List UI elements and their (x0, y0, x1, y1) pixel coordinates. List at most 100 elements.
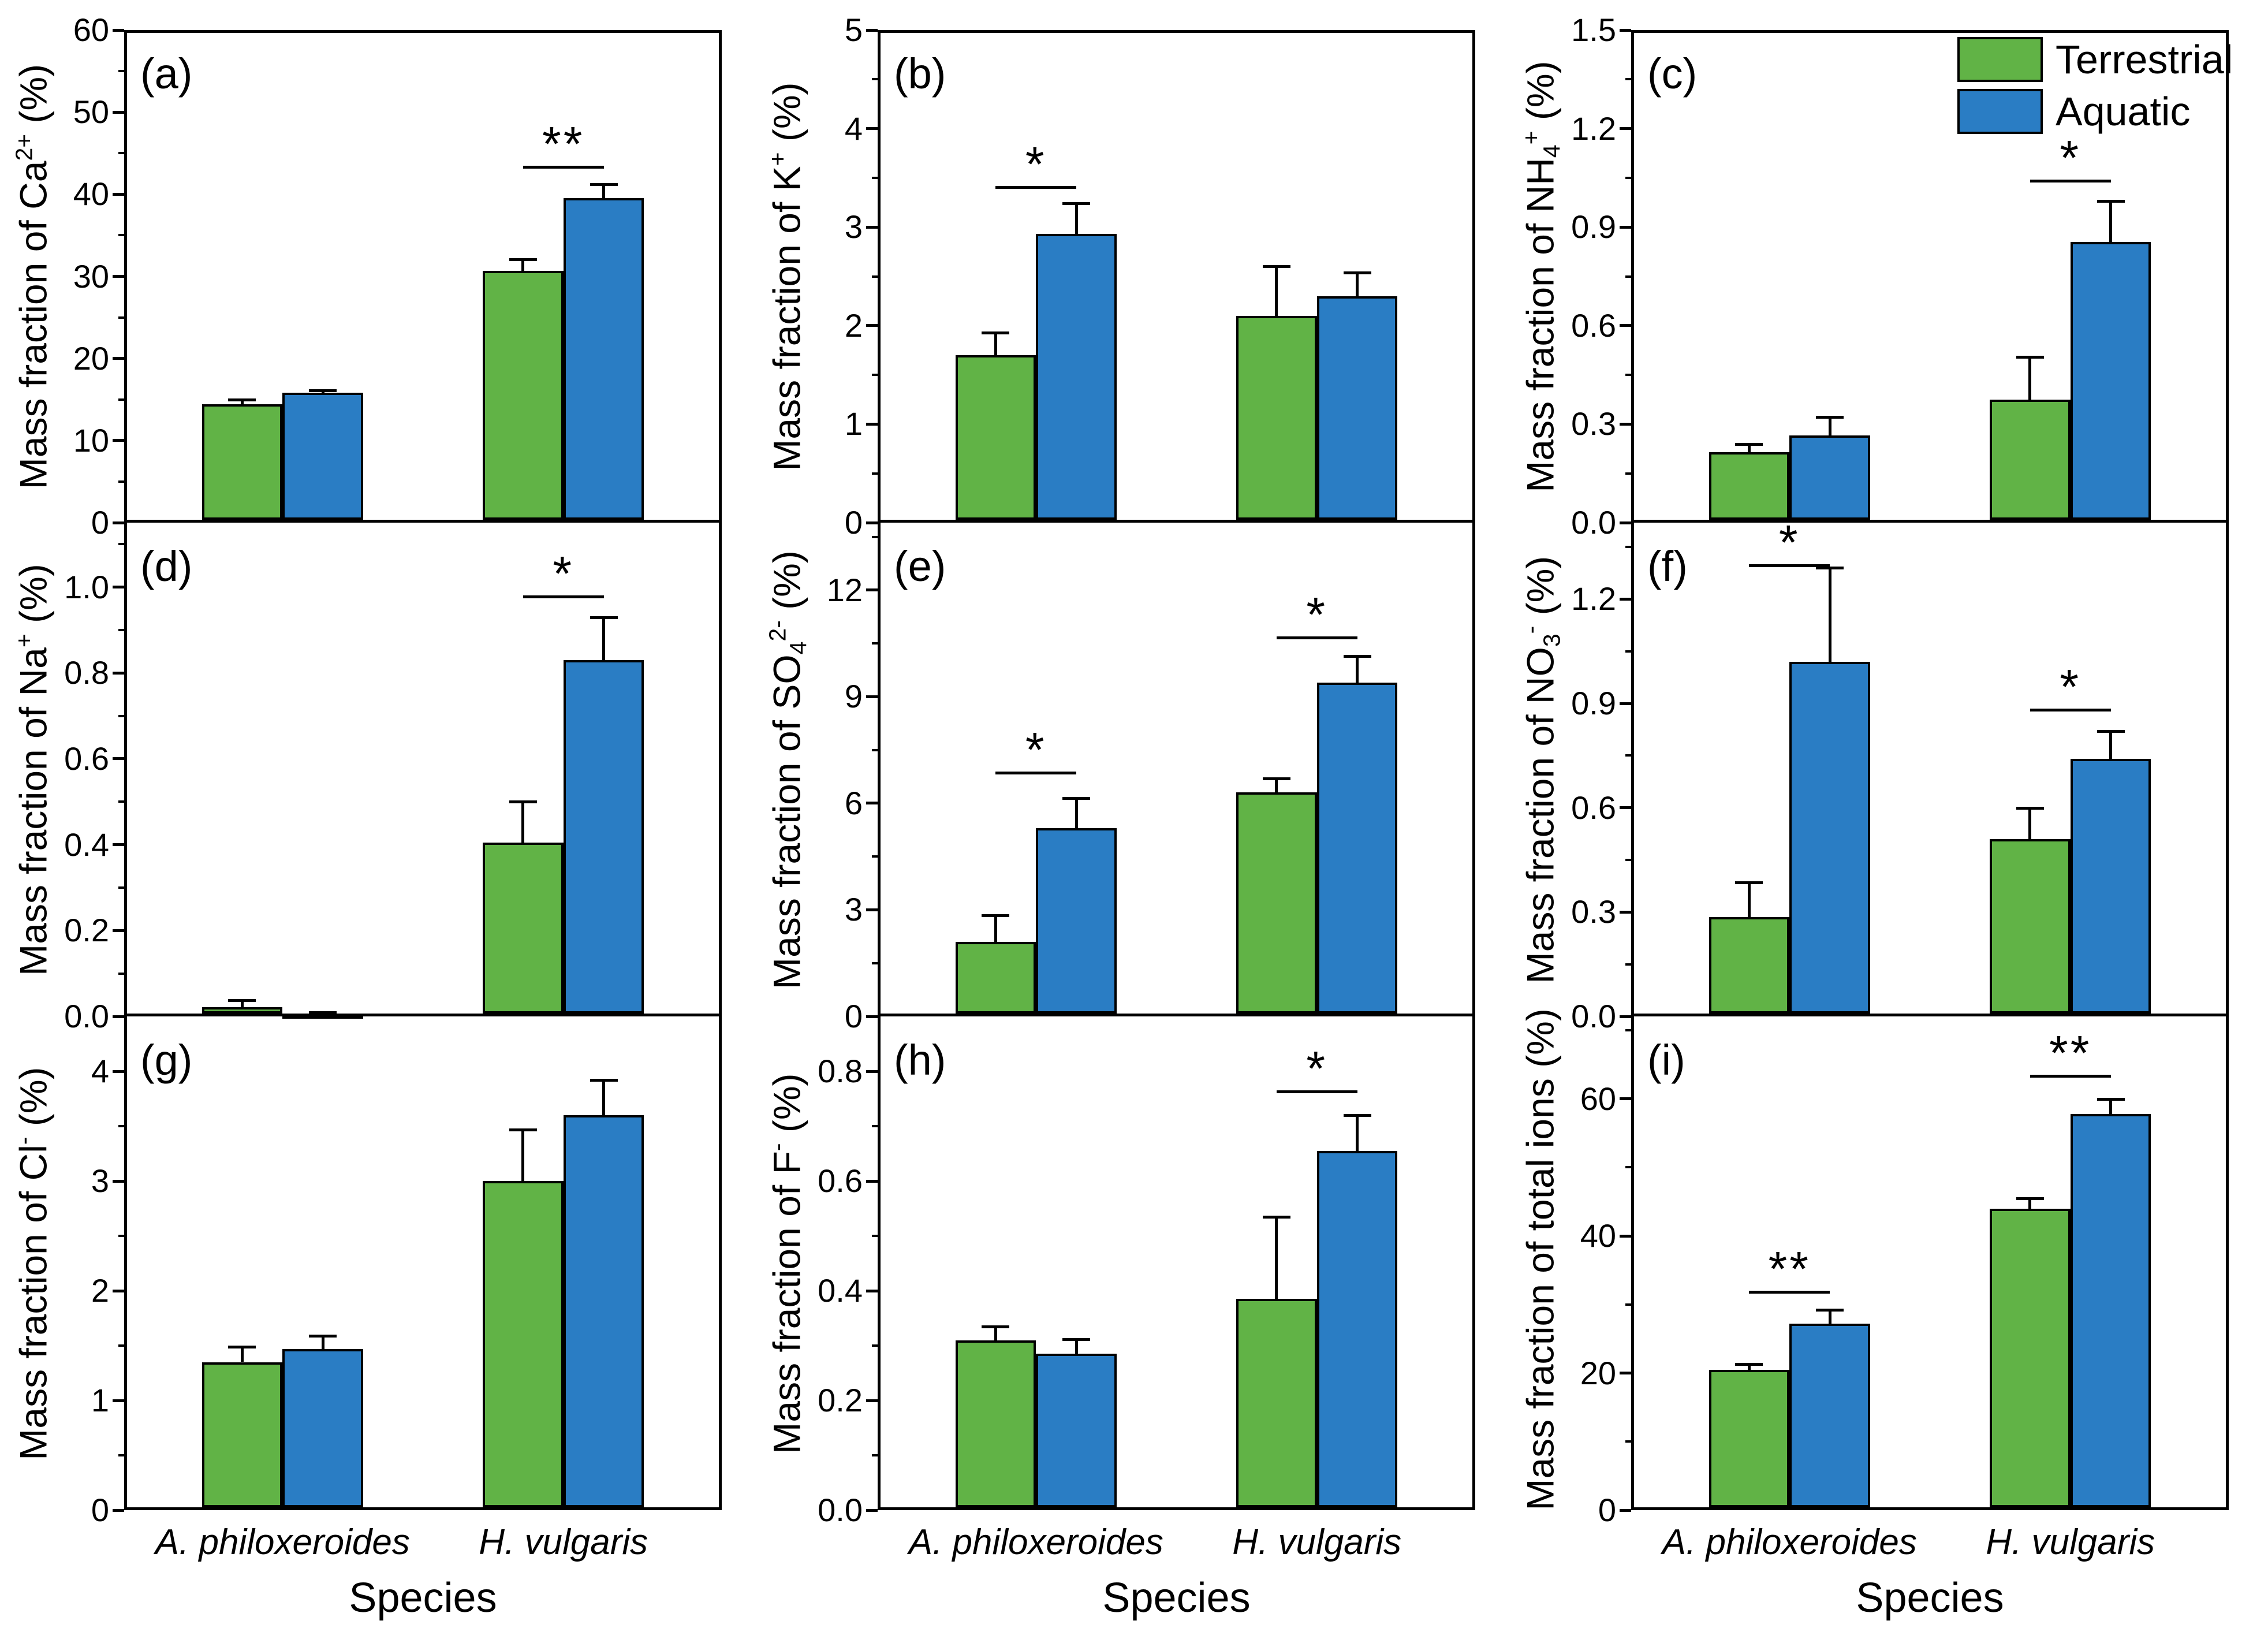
y-axis-title-text: (%) (1519, 60, 1561, 131)
y-axis-title-text: (%) (12, 64, 54, 134)
y-axis-title: Mass fraction of F- (%) (760, 1016, 813, 1510)
bar-aquatic-h-vulgaris (2070, 1113, 2151, 1507)
y-axis-title-sup: - (1517, 625, 1544, 634)
y-axis-title: Mass fraction of SO42- (%) (760, 523, 813, 1016)
y-tick-label: 4 (91, 1053, 109, 1089)
y-tick-label: 0.6 (818, 1163, 863, 1199)
bar-terrestrial-h-vulgaris (483, 1181, 564, 1507)
x-category-label-h-vulgaris: H. vulgaris (1232, 1522, 1402, 1562)
significance-line (995, 185, 1077, 189)
y-minor-tick (1625, 1166, 1631, 1169)
y-tick (866, 1070, 878, 1073)
y-tick (1620, 910, 1631, 914)
y-tick (866, 324, 878, 327)
y-tick (113, 357, 124, 360)
x-axis-title: Species (1102, 1575, 1251, 1621)
y-tick (866, 28, 878, 32)
y-axis-title-sup: 2+ (10, 133, 37, 161)
bar-terrestrial-a-philoxeroides (955, 355, 1036, 520)
error-bar-cap (228, 398, 256, 401)
bar-terrestrial-h-vulgaris (483, 842, 564, 1014)
error-bar-stem (1747, 882, 1751, 918)
bar-aquatic-a-philoxeroides (282, 393, 363, 520)
error-bar-stem (2109, 731, 2113, 759)
y-tick (113, 110, 124, 114)
y-tick-label: 4 (844, 110, 863, 147)
error-bar-cap (590, 1079, 618, 1082)
y-axis-title: Mass fraction of Ca2+ (%) (6, 30, 59, 523)
y-minor-tick (872, 78, 878, 81)
panel-letter: (e) (894, 542, 946, 590)
significance-line (1276, 1090, 1357, 1094)
error-bar-cap (2016, 355, 2044, 359)
error-bar-cap (228, 999, 256, 1002)
bar-aquatic-h-vulgaris (2070, 759, 2151, 1014)
y-tick-label: 1.2 (1571, 580, 1616, 617)
legend-label-aquatic: Aquatic (2056, 89, 2191, 134)
error-bar-cap (1735, 1363, 1763, 1366)
y-tick-label: 50 (73, 94, 109, 131)
y-minor-tick (1625, 374, 1631, 377)
y-axis-title: Mass fraction of Na+ (%) (6, 523, 59, 1016)
error-bar-stem (1075, 1339, 1078, 1354)
y-tick (113, 757, 124, 761)
significance-line (523, 595, 604, 599)
y-tick (1620, 422, 1631, 426)
error-bar-stem (1275, 778, 1278, 793)
y-tick (1620, 702, 1631, 705)
y-tick (113, 1070, 124, 1073)
y-tick-label: 3 (91, 1163, 109, 1199)
error-bar-stem (2109, 1098, 2113, 1114)
error-bar-cap (1062, 202, 1091, 206)
y-tick (113, 1179, 124, 1183)
y-tick-label: 30 (73, 258, 109, 295)
error-bar-cap (1062, 1338, 1091, 1341)
y-tick-label: 1.5 (1571, 12, 1616, 48)
error-bar-cap (982, 1325, 1010, 1328)
bar-terrestrial-h-vulgaris (1990, 399, 2071, 520)
y-tick-label: 0 (91, 1492, 109, 1528)
error-bar-stem (1075, 798, 1078, 828)
y-tick-label: 1.0 (64, 568, 109, 605)
y-tick (866, 1015, 878, 1018)
bar-terrestrial-a-philoxeroides (202, 1007, 283, 1014)
error-bar-stem (1275, 1216, 1278, 1299)
significance-line (1749, 1291, 1830, 1294)
y-minor-tick (872, 176, 878, 179)
significance-label: * (1025, 722, 1047, 777)
y-tick (113, 275, 124, 278)
y-minor-tick (872, 855, 878, 858)
y-tick (1620, 1508, 1631, 1512)
y-minor-tick (118, 714, 124, 717)
bar-aquatic-h-vulgaris (563, 660, 644, 1014)
y-tick-label: 0.0 (64, 998, 109, 1034)
plot-frame-d (124, 523, 722, 1016)
y-tick-label: 0.3 (1571, 405, 1616, 442)
y-minor-tick (1625, 546, 1631, 549)
y-minor-tick (118, 316, 124, 319)
y-axis-title: Mass fraction of total ions (%) (1513, 1008, 1566, 1510)
y-axis-title-text: (%) (765, 550, 808, 620)
error-bar-cap (1262, 265, 1290, 269)
bar-terrestrial-h-vulgaris (1236, 1299, 1317, 1507)
error-bar-cap (228, 1345, 256, 1348)
y-tick-label: 20 (1580, 1354, 1616, 1391)
y-tick-label: 3 (844, 891, 863, 928)
significance-line (523, 165, 604, 169)
y-axis-title-text: Mass fraction of Cl (12, 1144, 54, 1461)
y-tick-label: 0.9 (1571, 208, 1616, 245)
y-tick (1620, 1372, 1631, 1374)
y-minor-tick (872, 1454, 878, 1456)
plot-frame-g (124, 1016, 722, 1510)
significance-label: * (1778, 515, 1800, 570)
y-tick-label: 40 (1580, 1217, 1616, 1254)
significance-line (1749, 564, 1830, 568)
y-tick (866, 1289, 878, 1292)
legend-swatch-terrestrial (1957, 37, 2043, 82)
error-bar-cap (509, 258, 537, 261)
bar-terrestrial-a-philoxeroides (202, 404, 283, 520)
y-tick-label: 0.2 (64, 912, 109, 949)
y-tick-label: 0.4 (818, 1272, 863, 1309)
y-tick-label: 0 (844, 998, 863, 1034)
y-minor-tick (118, 480, 124, 483)
